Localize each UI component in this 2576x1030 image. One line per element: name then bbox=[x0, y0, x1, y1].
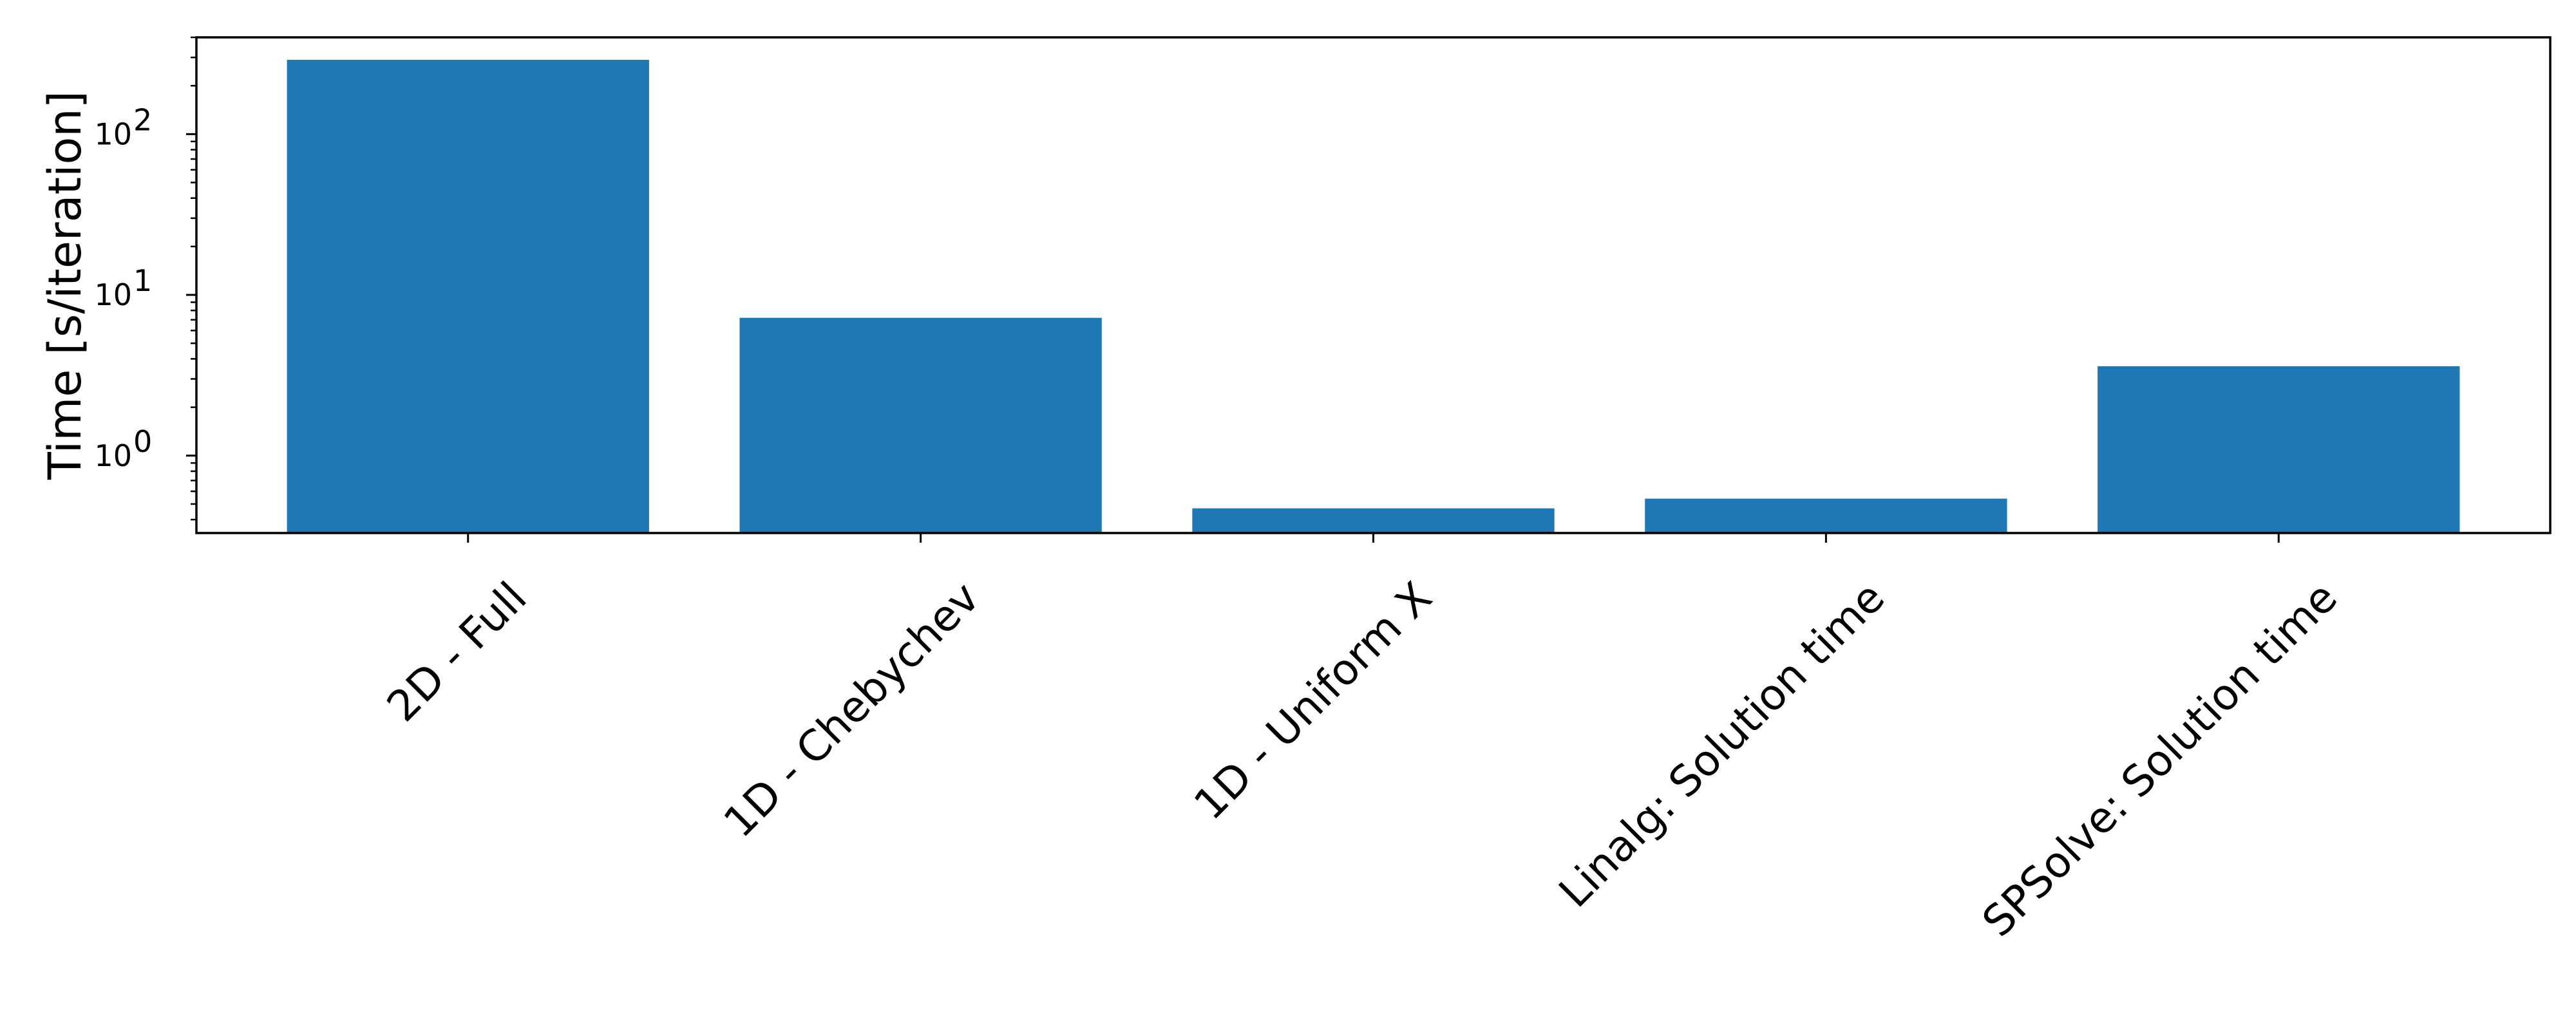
x-tick-label-3: Linalg: Solution time bbox=[1549, 572, 1894, 917]
x-tick-label-2: 1D - Uniform X bbox=[1184, 572, 1441, 829]
y-tick-base-1: 10 bbox=[94, 277, 132, 312]
x-tick-label-4: SPSolve: Solution time bbox=[1973, 572, 2347, 946]
y-tick-label-1: 10 bbox=[94, 277, 132, 312]
x-tick-label-0: 2D - Full bbox=[377, 572, 536, 731]
x-axis: 2D - Full 1D - Chebychev 1D - Uniform X Lin… bbox=[377, 533, 2347, 946]
y-tick-exponent-2: 2 bbox=[133, 102, 152, 137]
bar-1 bbox=[739, 317, 1102, 533]
x-tick-label-1: 1D - Chebychev bbox=[714, 572, 989, 847]
bar-0 bbox=[287, 59, 649, 533]
bar-2 bbox=[1192, 508, 1555, 533]
y-tick-label-0: 10 bbox=[94, 438, 132, 473]
bar-3 bbox=[1645, 498, 2007, 533]
bar-4 bbox=[2098, 366, 2460, 533]
y-tick-exponent-1: 1 bbox=[133, 263, 152, 298]
y-tick-label-2: 10 bbox=[94, 117, 132, 151]
y-tick-base-0: 10 bbox=[94, 438, 132, 473]
y-tick-exponent-0: 0 bbox=[133, 424, 152, 459]
y-tick-base-2: 10 bbox=[94, 117, 132, 151]
bars-group bbox=[287, 59, 2460, 533]
y-axis-label: Time [s/iteration] bbox=[39, 91, 91, 480]
